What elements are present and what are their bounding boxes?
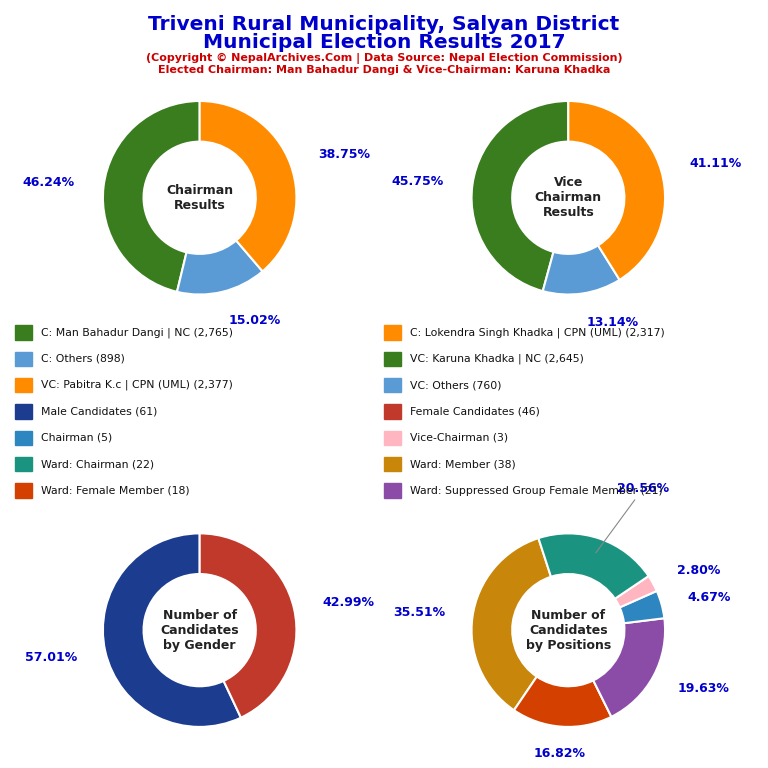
Text: 35.51%: 35.51% [393,606,445,619]
Bar [384,431,401,445]
Bar [384,457,401,472]
Bar [15,326,31,339]
Text: C: Lokendra Singh Khadka | CPN (UML) (2,317): C: Lokendra Singh Khadka | CPN (UML) (2,… [409,327,664,338]
Wedge shape [177,240,263,294]
Text: Elected Chairman: Man Bahadur Dangi & Vice-Chairman: Karuna Khadka: Elected Chairman: Man Bahadur Dangi & Vi… [157,65,611,74]
Bar [384,326,401,339]
Wedge shape [615,576,657,607]
Text: Ward: Chairman (22): Ward: Chairman (22) [41,459,154,469]
Text: 38.75%: 38.75% [318,147,369,161]
Text: 13.14%: 13.14% [587,316,639,329]
Wedge shape [514,677,611,727]
Wedge shape [200,101,296,271]
Bar [15,404,31,419]
Text: (Copyright © NepalArchives.Com | Data Source: Nepal Election Commission): (Copyright © NepalArchives.Com | Data So… [146,53,622,64]
Bar [15,352,31,366]
Text: Triveni Rural Municipality, Salyan District: Triveni Rural Municipality, Salyan Distr… [148,15,620,35]
Text: 57.01%: 57.01% [25,651,77,664]
Text: C: Others (898): C: Others (898) [41,354,124,364]
Wedge shape [620,591,664,623]
Bar [384,483,401,498]
Text: 19.63%: 19.63% [677,682,730,695]
Text: 45.75%: 45.75% [392,174,444,187]
Text: Number of
Candidates
by Positions: Number of Candidates by Positions [525,609,611,651]
Text: VC: Karuna Khadka | NC (2,645): VC: Karuna Khadka | NC (2,645) [409,353,584,364]
Wedge shape [543,245,620,294]
Text: 15.02%: 15.02% [229,313,281,326]
Text: 20.56%: 20.56% [596,482,669,553]
Wedge shape [103,101,200,292]
Text: Female Candidates (46): Female Candidates (46) [409,406,539,416]
Text: Male Candidates (61): Male Candidates (61) [41,406,157,416]
Wedge shape [538,534,648,599]
Text: Ward: Female Member (18): Ward: Female Member (18) [41,485,190,495]
Wedge shape [594,618,665,717]
Text: Ward: Member (38): Ward: Member (38) [409,459,515,469]
Bar [384,378,401,392]
Text: VC: Pabitra K.c | CPN (UML) (2,377): VC: Pabitra K.c | CPN (UML) (2,377) [41,380,233,390]
Text: 16.82%: 16.82% [534,747,586,760]
Wedge shape [200,533,296,717]
Bar [384,404,401,419]
Text: Vice
Chairman
Results: Vice Chairman Results [535,177,602,219]
Text: Chairman
Results: Chairman Results [166,184,233,212]
Bar [15,378,31,392]
Text: 42.99%: 42.99% [323,596,375,609]
Text: Vice-Chairman (3): Vice-Chairman (3) [409,433,508,443]
Text: VC: Others (760): VC: Others (760) [409,380,501,390]
Text: C: Man Bahadur Dangi | NC (2,765): C: Man Bahadur Dangi | NC (2,765) [41,327,233,338]
Text: Number of
Candidates
by Gender: Number of Candidates by Gender [161,609,239,651]
Bar [15,431,31,445]
Bar [384,352,401,366]
Text: Municipal Election Results 2017: Municipal Election Results 2017 [203,33,565,52]
Text: 2.80%: 2.80% [677,564,720,577]
Wedge shape [103,533,241,727]
Text: 46.24%: 46.24% [22,177,74,190]
Bar [15,457,31,472]
Bar [15,483,31,498]
Wedge shape [568,101,665,280]
Wedge shape [472,538,551,710]
Text: 4.67%: 4.67% [687,591,731,604]
Wedge shape [472,101,568,291]
Text: 41.11%: 41.11% [689,157,741,170]
Text: Ward: Suppressed Group Female Member (21): Ward: Suppressed Group Female Member (21… [409,485,662,495]
Text: Chairman (5): Chairman (5) [41,433,112,443]
